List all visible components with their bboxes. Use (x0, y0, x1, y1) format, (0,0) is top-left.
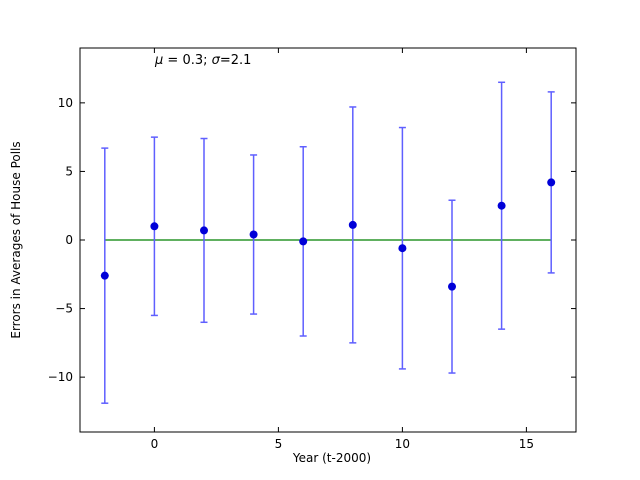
y-tick-label: 5 (65, 164, 73, 178)
mu-sigma-annotation: μ = 0.3; σ=2.1 (154, 53, 251, 68)
error-bar-point (299, 145, 308, 337)
data-point-marker (497, 201, 506, 210)
x-tick-label: 15 (519, 437, 534, 451)
error-bar-point (398, 126, 407, 370)
error-bar-point (100, 147, 109, 404)
error-bar-point (497, 81, 506, 330)
data-point-marker (249, 230, 258, 239)
y-tick-label: 10 (58, 96, 73, 110)
error-bars-group (100, 81, 556, 404)
data-point-marker (348, 220, 357, 229)
error-bar-point (200, 137, 208, 324)
error-bar-point (448, 199, 456, 374)
error-bar-point (348, 106, 357, 344)
x-tick-label: 10 (395, 437, 410, 451)
y-tick-label: −10 (48, 370, 73, 384)
y-tick-label: −5 (55, 302, 73, 316)
error-bar-point (150, 136, 159, 317)
data-point-marker (150, 222, 159, 231)
x-axis: 0 5 10 15 (151, 48, 534, 451)
error-bar-point (547, 91, 556, 274)
error-bar-point (249, 154, 258, 315)
y-tick-label: 0 (65, 233, 73, 247)
data-point-marker (100, 271, 109, 280)
data-point-marker (398, 244, 407, 253)
x-tick-label: 0 (151, 437, 159, 451)
y-axis: 10 5 0 −5 −10 (48, 96, 576, 384)
x-axis-label: Year (t-2000) (292, 451, 371, 465)
data-point-marker (547, 178, 556, 187)
data-point-marker (200, 226, 208, 235)
data-point-marker (448, 282, 456, 291)
x-tick-label: 5 (275, 437, 283, 451)
y-axis-label: Errors in Averages of House Polls (9, 141, 23, 338)
data-point-marker (299, 237, 308, 246)
